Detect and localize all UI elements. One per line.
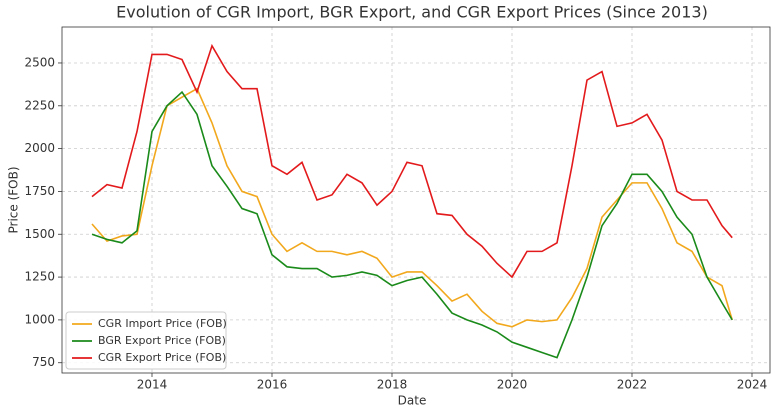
legend: CGR Import Price (FOB) BGR Export Price (…	[65, 311, 227, 370]
plot-frame	[61, 26, 771, 374]
chart-title: Evolution of CGR Import, BGR Export, and…	[116, 3, 708, 22]
y-tick-label: 750	[32, 355, 55, 369]
x-tick-label: 2024	[737, 378, 768, 392]
y-tick-label: 2500	[24, 55, 55, 69]
y-axis-label: Price (FOB)	[7, 166, 21, 233]
legend-label: BGR Export Price (FOB)	[98, 334, 226, 347]
x-tick-label: 2016	[257, 378, 288, 392]
y-tick-label: 1750	[24, 184, 55, 198]
legend-label: CGR Export Price (FOB)	[98, 351, 226, 364]
legend-label: CGR Import Price (FOB)	[98, 317, 227, 330]
x-axis-label: Date	[398, 394, 427, 408]
x-tick-label: 2022	[617, 378, 648, 392]
y-tick-label: 1000	[24, 312, 55, 326]
series-line	[91, 43, 733, 279]
series-line	[91, 90, 733, 359]
x-tick-label: 2020	[497, 378, 528, 392]
y-tick-label: 1500	[24, 227, 55, 241]
x-tick-label: 2018	[377, 378, 408, 392]
y-tick-label: 1250	[24, 270, 55, 284]
y-tick-label: 2000	[24, 141, 55, 155]
x-tick-label: 2014	[137, 378, 168, 392]
legend-box	[65, 311, 227, 370]
y-tick-label: 2250	[24, 98, 55, 112]
series-line	[91, 87, 733, 328]
